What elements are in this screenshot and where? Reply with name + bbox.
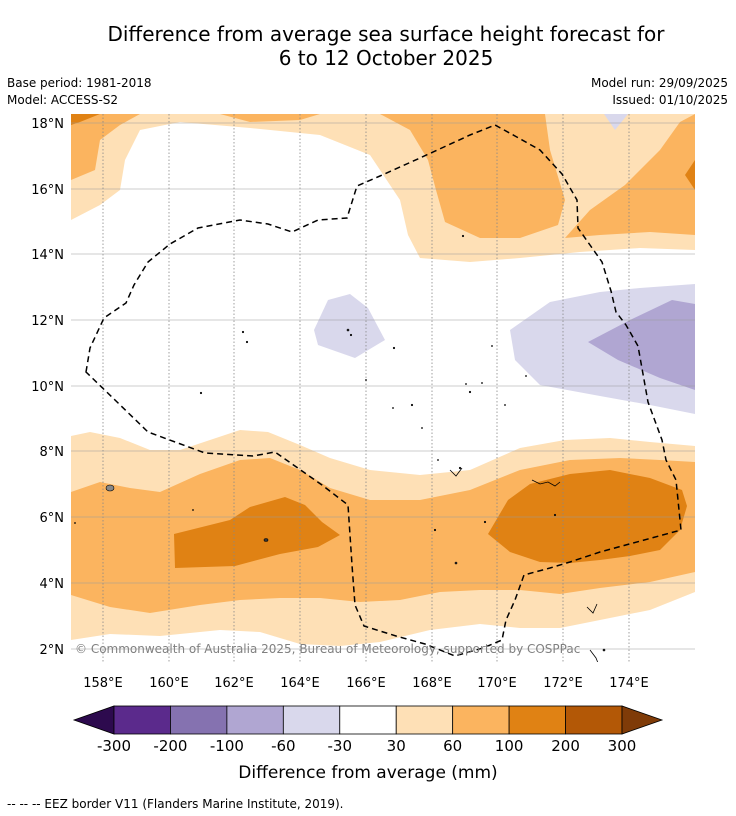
eez-border (85, 124, 682, 657)
atoll-outlines (449, 467, 599, 662)
lon-label-172e: 172°E (543, 676, 583, 691)
lat-label-6n: 6°N (40, 511, 65, 526)
colorbar-segment-1 (170, 705, 228, 735)
lon-axis: 158°E 160°E 162°E 164°E 166°E 168°E 170°… (83, 676, 649, 691)
lon-label-162e: 162°E (214, 676, 254, 691)
lat-label-4n: 4°N (40, 577, 65, 592)
colorbar-tick-2: -100 (210, 737, 244, 755)
copyright-text: © Commonwealth of Australia 2025, Bureau… (75, 642, 580, 656)
lon-label-166e: 166°E (346, 676, 386, 691)
gridlines-lat (71, 122, 695, 650)
lat-label-16n: 16°N (31, 183, 64, 198)
lon-label-164e: 164°E (280, 676, 320, 691)
colorbar-tick-8: 200 (551, 737, 580, 755)
colorbar-segment-0 (113, 705, 171, 735)
contour-neg-east-60 (588, 300, 695, 390)
model-name: Model: ACCESS-S2 (7, 93, 119, 107)
colorbar-tick-1: -200 (153, 737, 187, 755)
islands (74, 234, 606, 652)
lat-label-2n: 2°N (40, 643, 65, 658)
meta-left: Base period: 1981-2018 Model: ACCESS-S2 (7, 75, 152, 109)
contour-north-60-c (380, 114, 565, 238)
issued-date: Issued: 01/10/2025 (612, 93, 728, 107)
colorbar-segment-3 (282, 705, 341, 735)
colorbar-segment-8 (565, 705, 623, 735)
lat-label-10n: 10°N (31, 380, 64, 395)
contour-neg-west (314, 294, 385, 358)
colorbar-tick-0: -300 (97, 737, 131, 755)
colorbar-segment-5 (395, 705, 454, 735)
colorbar-ticks: -300 -200 -100 -60 -30 30 60 100 200 300 (97, 737, 636, 755)
lat-label-8n: 8°N (40, 445, 65, 460)
lat-label-12n: 12°N (31, 314, 64, 329)
title-line-2: 6 to 12 October 2025 (278, 46, 494, 70)
colorbar: -300 -200 -100 -60 -30 30 60 100 200 300 Differen… (72, 705, 664, 783)
contour-north-60-a (71, 114, 140, 180)
colorbar-label: Difference from average (mm) (238, 763, 497, 783)
contour-south-100-west (174, 497, 340, 568)
colorbar-tick-3: -60 (271, 737, 296, 755)
colorbar-segment-2 (226, 705, 284, 735)
colorbar-segments (113, 705, 623, 735)
contour-north-neg (604, 114, 628, 130)
model-run: Model run: 29/09/2025 (590, 76, 728, 90)
eez-legend: -- -- -- EEZ border V11 (Flanders Marine… (7, 797, 344, 811)
colorbar-tick-4: -30 (328, 737, 353, 755)
map-title: Difference from average sea surface heig… (0, 22, 736, 70)
lon-label-174e: 174°E (609, 676, 649, 691)
contour-north-60-b (220, 114, 320, 122)
colorbar-tick-9: 300 (608, 737, 637, 755)
colorbar-tick-6: 60 (443, 737, 462, 755)
gridlines (102, 114, 630, 662)
contour-north-100-east (685, 160, 695, 190)
lon-label-168e: 168°E (412, 676, 452, 691)
colorbar-over-arrow (621, 705, 664, 735)
contour-north-60-d (565, 114, 695, 238)
map-panel: © Commonwealth of Australia 2025, Bureau… (71, 114, 695, 662)
lat-axis: 18°N 16°N 14°N 12°N 10°N 8°N 6°N 4°N 2°N (31, 117, 64, 658)
contour-north-100 (71, 114, 100, 125)
lon-label-158e: 158°E (83, 676, 123, 691)
lat-label-14n: 14°N (31, 248, 64, 263)
meta-right: Model run: 29/09/2025 Issued: 01/10/2025 (591, 75, 728, 109)
lat-label-18n: 18°N (31, 117, 64, 132)
colorbar-under-arrow (72, 705, 115, 735)
base-period: Base period: 1981-2018 (7, 76, 152, 90)
lon-label-170e: 170°E (477, 676, 517, 691)
colorbar-segment-7 (508, 705, 566, 735)
colorbar-tick-7: 100 (495, 737, 524, 755)
colorbar-segment-4 (339, 705, 397, 735)
colorbar-segment-6 (452, 705, 510, 735)
title-line-1: Difference from average sea surface heig… (107, 22, 665, 46)
colorbar-tick-5: 30 (387, 737, 406, 755)
lon-label-160e: 160°E (149, 676, 189, 691)
contour-south-100-east (488, 470, 687, 563)
